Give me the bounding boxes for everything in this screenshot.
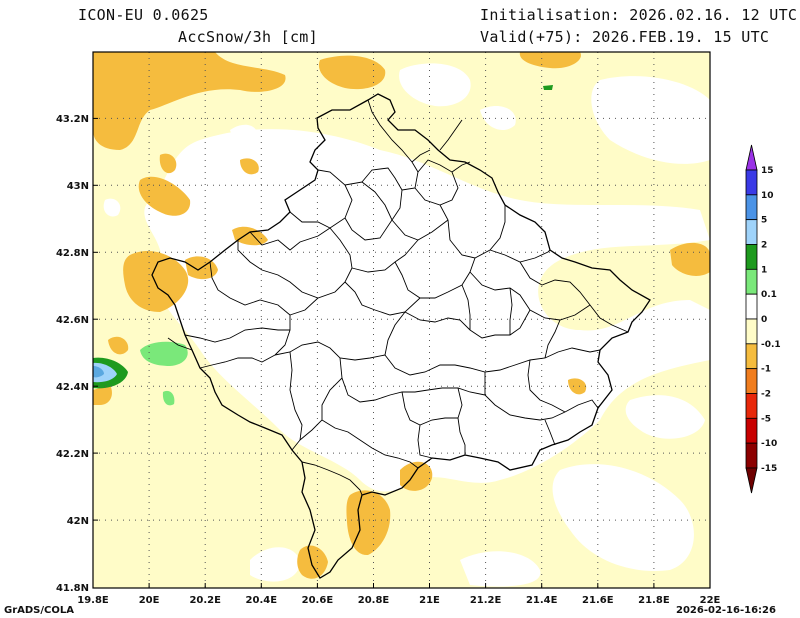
x-tick-label: 21.6E (582, 595, 614, 606)
x-tick-label: 19.8E (77, 595, 109, 606)
y-tick-label: 43N (67, 181, 89, 192)
colorbar-legend: 15 10 5 2 1 0.1 0 -0.1 -1 -2 -5 -10 -15 (745, 144, 781, 494)
colorbar-label: 15 (761, 166, 774, 176)
x-tick-label: 20E (139, 595, 160, 606)
colorbar-box (745, 393, 758, 419)
software-credit: GrADS/COLA (4, 605, 74, 616)
colorbar-box (745, 318, 758, 345)
colorbar-label: -5 (761, 414, 771, 424)
x-axis-labels: 19.8E 20E 20.2E 20.4E 20.6E 20.8E 21E 21… (77, 595, 720, 606)
colorbar-box (745, 343, 758, 370)
colorbar-box (745, 293, 758, 320)
x-tick-label: 21E (419, 595, 440, 606)
x-tick-label: 21.8E (638, 595, 670, 606)
colorbar-bottom-arrow (745, 467, 758, 494)
colorbar-box (745, 268, 758, 295)
colorbar-top-arrow (745, 144, 758, 171)
x-tick-label: 20.2E (189, 595, 221, 606)
tick-marks (93, 117, 655, 588)
x-tick-label: 20.8E (358, 595, 390, 606)
x-tick-label: 20.4E (246, 595, 278, 606)
x-tick-label: 21.2E (470, 595, 502, 606)
y-axis-labels: 43.2N 43N 42.8N 42.6N 42.4N 42.2N 42N 41… (56, 114, 89, 594)
colorbar-box (745, 169, 758, 196)
x-tick-label: 21.4E (526, 595, 558, 606)
colorbar-label: 5 (761, 216, 767, 226)
y-tick-label: 42.2N (56, 449, 89, 460)
zero-areas (103, 63, 710, 587)
light-green-patch (140, 341, 188, 366)
colorbar-label: -2 (761, 390, 771, 400)
colorbar-label: 0.1 (761, 290, 777, 300)
colorbar-box (745, 368, 758, 394)
colorbar-box (745, 219, 758, 245)
colorbar-label: 0 (761, 315, 767, 325)
x-tick-label: 20.6E (302, 595, 334, 606)
colorbar-label: -1 (761, 365, 771, 375)
snow-field (93, 52, 710, 588)
y-tick-label: 42N (67, 516, 89, 527)
y-tick-label: 43.2N (56, 114, 89, 125)
y-tick-label: 41.8N (56, 583, 89, 594)
field-title: AccSnow/3h [cm] (178, 28, 318, 46)
colorbar-label: -0.1 (761, 340, 781, 350)
colorbar-box (745, 194, 758, 221)
valid-time: Valid(+75): 2026.FEB.19. 15 UTC (480, 28, 770, 46)
colorbar-boxes (745, 144, 758, 494)
tiny-green-patch (543, 85, 553, 90)
init-time: Initialisation: 2026.02.16. 12 UTC (480, 6, 798, 24)
small-green-patch (162, 390, 175, 406)
colorbar-label: -15 (761, 464, 777, 474)
y-tick-label: 42.6N (56, 315, 89, 326)
colorbar-label: 2 (761, 241, 767, 251)
colorbar-label: 10 (761, 191, 774, 201)
country-border (151, 93, 651, 579)
plot-frame (92, 51, 711, 589)
x-tick-label: 22E (700, 595, 721, 606)
y-tick-label: 42.8N (56, 248, 89, 259)
colorbar-label: -10 (761, 439, 777, 449)
grid (93, 52, 710, 588)
colorbar-labels: 15 10 5 2 1 0.1 0 -0.1 -1 -2 -5 -10 -15 (761, 166, 781, 474)
colorbar-box (745, 417, 758, 444)
colorbar-label: 1 (761, 265, 767, 275)
model-title: ICON-EU 0.0625 (78, 6, 209, 24)
colorbar-box (745, 244, 758, 270)
plot-timestamp: 2026-02-16-16:26 (676, 605, 776, 616)
boundaries (151, 93, 651, 579)
municipality-lines (167, 99, 629, 496)
blue-core-west (93, 366, 104, 378)
colorbar-box (745, 442, 758, 469)
y-tick-label: 42.4N (56, 382, 89, 393)
